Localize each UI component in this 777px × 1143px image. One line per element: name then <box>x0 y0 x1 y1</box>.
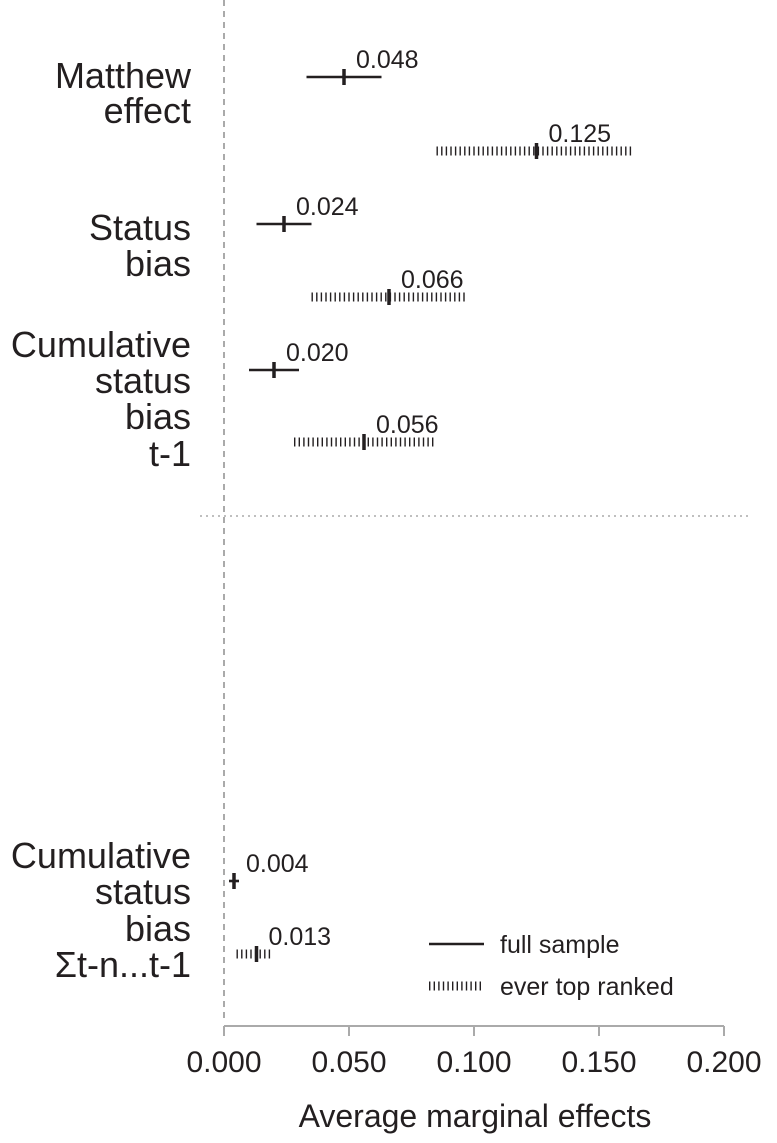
category-label: Cumulative status bias Σt-n...t-1 <box>11 835 191 985</box>
category-label-line: effect <box>104 90 191 131</box>
full-value-label: 0.020 <box>286 339 349 367</box>
full-value-label: 0.004 <box>246 850 309 878</box>
legend-label-top: ever top ranked <box>500 973 674 1001</box>
top-value-label: 0.125 <box>549 120 612 148</box>
top-value-label: 0.066 <box>401 266 464 294</box>
category-label-line: status <box>95 360 191 401</box>
category-label: Cumulative status bias t-1 <box>11 324 191 474</box>
top-value-label: 0.056 <box>376 411 439 439</box>
category-label-line: t-1 <box>149 433 191 474</box>
category-label-line: Σt-n...t-1 <box>55 944 191 985</box>
group-2: Status bias 0.024 0.066 <box>89 193 467 305</box>
category-label-line: Matthew <box>55 55 192 96</box>
category-label: Status bias <box>89 207 191 284</box>
category-label: Matthew effect <box>55 55 192 131</box>
full-value-label: 0.048 <box>356 46 419 74</box>
group-4: Cumulative status bias Σt-n...t-1 0.004 0.013 <box>11 835 331 985</box>
group-3: Cumulative status bias t-1 0.020 0.056 <box>11 324 439 474</box>
group-1: Matthew effect 0.048 0.125 <box>55 46 632 159</box>
category-label-line: bias <box>125 908 191 949</box>
category-label-line: Cumulative <box>11 835 191 876</box>
legend-label-full: full sample <box>500 931 620 959</box>
category-label-line: status <box>95 871 191 912</box>
x-tick-label: 0.150 <box>561 1046 636 1079</box>
full-value-label: 0.024 <box>296 193 359 221</box>
x-tick-label: 0.000 <box>186 1046 261 1079</box>
x-tick-label: 0.050 <box>311 1046 386 1079</box>
top-value-label: 0.013 <box>269 923 332 951</box>
category-label-line: bias <box>125 243 191 284</box>
category-label-line: Status <box>89 207 191 248</box>
x-tick-label: 0.200 <box>686 1046 761 1079</box>
x-axis-title: Average marginal effects <box>299 1098 652 1134</box>
category-label-line: Cumulative <box>11 324 191 365</box>
category-label-line: bias <box>125 396 191 437</box>
x-tick-label: 0.100 <box>436 1046 511 1079</box>
